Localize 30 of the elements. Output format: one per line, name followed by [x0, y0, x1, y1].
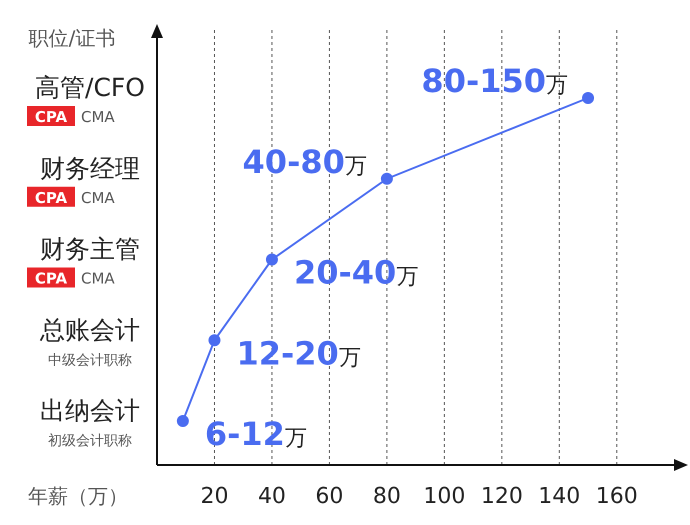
point [208, 334, 220, 346]
y-tick-label: 财务主管 [40, 234, 140, 264]
point [266, 254, 278, 266]
y-axis-title: 职位/证书 [28, 26, 116, 50]
data-label: 12-20万 [236, 334, 361, 372]
data-label: 40-80万 [242, 142, 367, 181]
data-label: 80-150万 [421, 62, 568, 100]
data-label: 6-12万 [204, 415, 307, 453]
y-tick-label: 出纳会计 [40, 396, 140, 425]
point [176, 415, 189, 427]
point [380, 172, 393, 185]
y-tick-label: 财务经理 [40, 154, 140, 183]
text: CPA CMA [34, 108, 116, 126]
text: 中级会计职称 [48, 352, 132, 368]
text: CPA CMA [34, 188, 116, 207]
data-label: 20-40万 [294, 254, 418, 292]
x-tick-label: 140 [538, 484, 580, 509]
x-tick-label: 120 [480, 484, 523, 509]
x-tick-label: 40 [258, 484, 286, 509]
text: CPA CMA [34, 270, 116, 288]
x-tick-label: 160 [596, 484, 638, 509]
x-tick-label: 60 [315, 484, 344, 509]
text: 初级会计职称 [48, 433, 132, 449]
x-tick-label: 80 [372, 484, 401, 509]
point [582, 92, 594, 104]
x-axis-title: 年薪（万） [28, 484, 128, 508]
y-tick-label: 高管/CFO [35, 73, 145, 102]
x-tick-label: 100 [423, 484, 466, 509]
x-tick-label: 20 [200, 484, 228, 509]
y-tick-label: 总账会计 [39, 315, 140, 344]
